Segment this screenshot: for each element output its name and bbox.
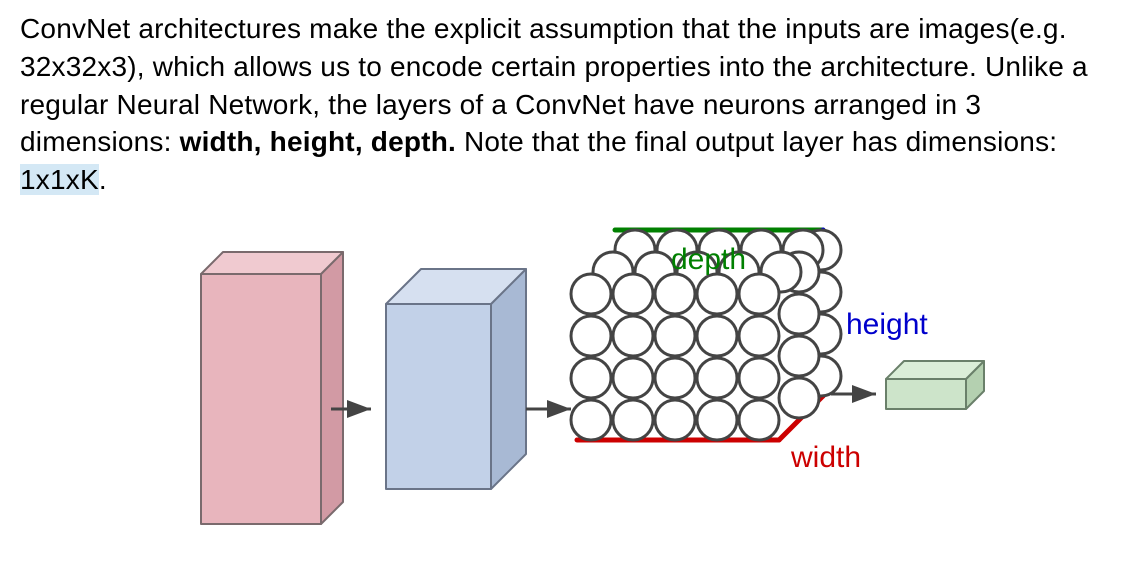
svg-text:height: height bbox=[846, 308, 928, 341]
svg-text:depth: depth bbox=[671, 243, 746, 276]
text-highlight: 1x1xK bbox=[20, 164, 99, 195]
convnet-diagram-svg: depth height width bbox=[131, 219, 991, 549]
text-bold: width, height, depth. bbox=[180, 126, 456, 157]
svg-text:width: width bbox=[790, 441, 861, 474]
description-paragraph: ConvNet architectures make the explicit … bbox=[20, 10, 1101, 199]
text-part-3: . bbox=[99, 164, 107, 195]
text-part-2: Note that the final output layer has dim… bbox=[456, 126, 1057, 157]
convnet-diagram: depth height width bbox=[20, 219, 1101, 549]
